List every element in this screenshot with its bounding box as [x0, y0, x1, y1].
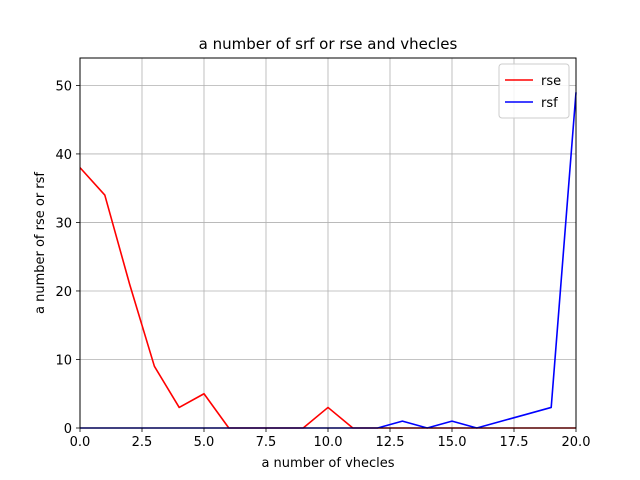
- legend-box: [498, 63, 570, 119]
- x-tick-label: 15.0: [438, 435, 467, 450]
- y-tick-label: 30: [55, 216, 72, 231]
- x-tick-label: 0.0: [70, 435, 91, 450]
- y-tick-label: 50: [55, 79, 72, 94]
- y-tick-label: 20: [55, 285, 72, 300]
- y-tick-label: 40: [55, 148, 72, 163]
- x-axis-label: a number of vhecles: [261, 456, 394, 471]
- x-tick-label: 5.0: [194, 435, 215, 450]
- chart-title: a number of srf or rse and vhecles: [199, 35, 458, 53]
- y-tick-label: 0: [64, 422, 72, 437]
- x-tick-label: 20.0: [562, 435, 591, 450]
- x-tick-label: 7.5: [256, 435, 277, 450]
- legend-label-rsf: rsf: [541, 96, 558, 111]
- x-tick-label: 10.0: [314, 435, 343, 450]
- ticks: 0.0 2.5 5.0 7.5 10.0 12.5 15.0 17.5 20.0 0 10 20 30 4…: [55, 79, 590, 450]
- y-axis-label: a number of rse or rsf: [33, 172, 48, 314]
- legend: rse rsf: [498, 63, 570, 119]
- y-tick-label: 10: [55, 353, 72, 368]
- legend-label-rse: rse: [541, 74, 561, 89]
- x-tick-label: 12.5: [376, 435, 405, 450]
- x-tick-label: 17.5: [500, 435, 529, 450]
- x-tick-label: 2.5: [132, 435, 153, 450]
